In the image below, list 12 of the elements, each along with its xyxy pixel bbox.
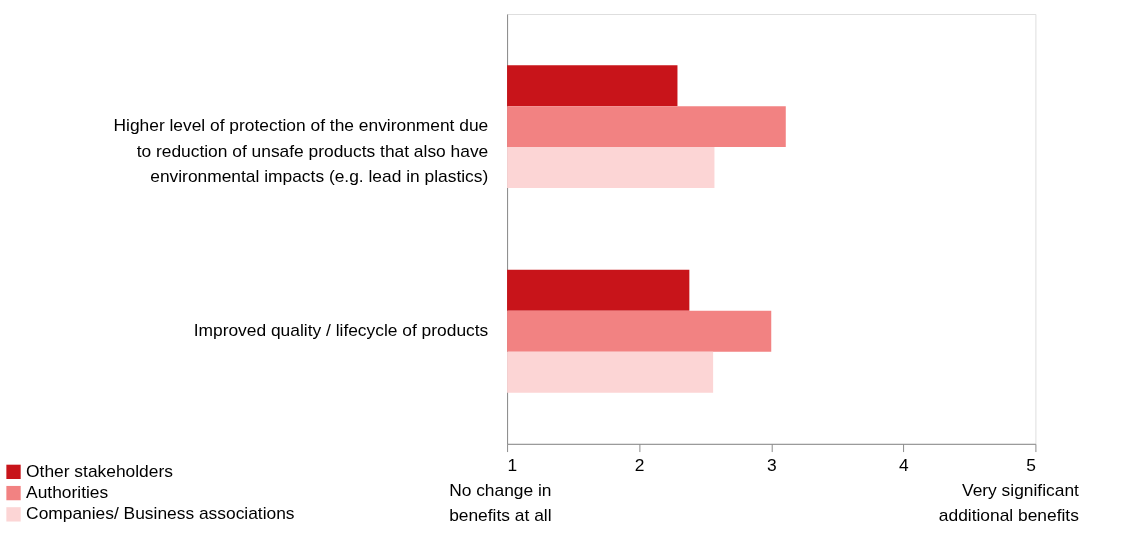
text: No change in benefits at all — [449, 480, 552, 526]
x-tick-label: 2 — [634, 455, 645, 476]
y-tick-label: Higher level of protection of the environment due to reduction of unsafe products that also have environmental impacts (e.g. lead in plastics) — [113, 115, 489, 186]
legend-label: Authorities — [26, 481, 109, 502]
x-tick-label: 3 — [766, 455, 777, 476]
x-tick-label: 5 — [1026, 455, 1036, 476]
text: Very significant additional benefits — [938, 480, 1080, 526]
x-tick-label: 1 — [507, 455, 518, 476]
x-tick-label: 4 — [898, 455, 909, 476]
legend-label: Other stakeholders — [26, 460, 174, 481]
legend-label: Companies/ Business associations — [26, 503, 295, 524]
y-tick-label: Improved quality / lifecycle of products — [193, 320, 489, 341]
